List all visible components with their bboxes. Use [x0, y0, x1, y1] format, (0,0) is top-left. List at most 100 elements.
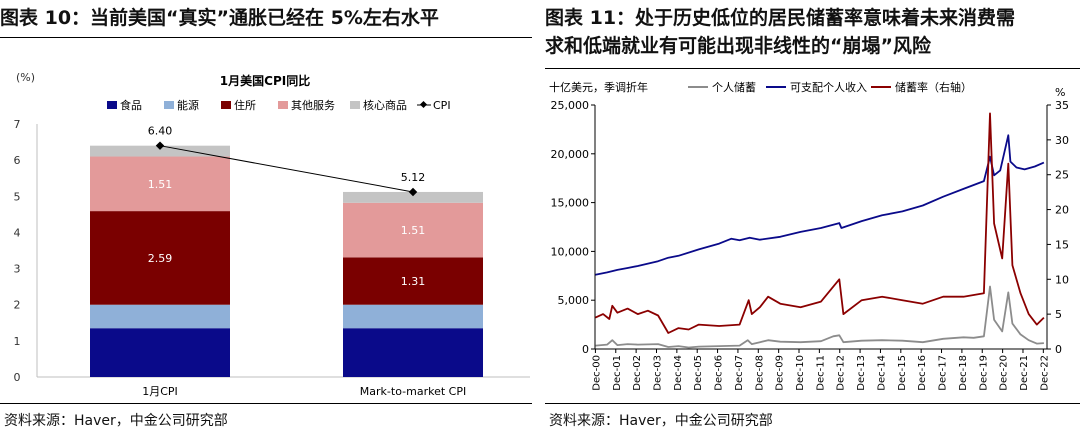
x-tick-label: Dec-08	[754, 355, 765, 391]
x-tick-label: Dec-17	[938, 355, 949, 391]
right-axis-unit: %	[1055, 86, 1065, 99]
bar-housing-1	[343, 257, 483, 305]
x-tick-label: Dec-03	[652, 355, 663, 391]
legend-label-saving_rate: 储蓄率（右轴）	[895, 80, 972, 94]
left-tick-label: 0	[582, 343, 589, 356]
figure-10-source: 资料来源：Haver，中金公司研究部	[4, 413, 228, 429]
legend-label-personal_saving: 个人储蓄	[712, 80, 756, 94]
x-tick-label: Dec-13	[856, 355, 867, 391]
figure-10-title: 图表 10：当前美国“真实”通胀已经在 5%左右水平	[0, 7, 439, 29]
x-tick-label: Dec-00	[591, 355, 602, 391]
legend-swatch-other_services	[278, 101, 288, 109]
x-category-label-0: 1月CPI	[142, 385, 178, 398]
left-tick-label: 15,000	[551, 197, 590, 210]
legend-label-other_services: 其他服务	[291, 99, 335, 112]
right-tick-label: 25	[1055, 169, 1069, 182]
bar-energy-1	[343, 304, 483, 329]
figure-10-top-rule	[0, 37, 532, 38]
left-tick-label: 10,000	[551, 245, 590, 258]
bar-value-label-other_services-1: 1.51	[401, 224, 426, 237]
bar-energy-0	[90, 304, 230, 329]
left-tick-label: 20,000	[551, 148, 590, 161]
x-tick-label: Dec-11	[815, 355, 826, 391]
legend-swatch-food	[107, 101, 117, 109]
y-tick-label: 5	[14, 190, 21, 203]
bar-other_services-1	[343, 202, 483, 258]
left-tick-label: 5,000	[558, 294, 590, 307]
cpi-value-label-0: 6.40	[148, 125, 173, 138]
series-line-saving_rate	[595, 112, 1045, 334]
legend-label-energy: 能源	[177, 98, 199, 112]
figure-11-bottom-rule	[545, 403, 1080, 404]
left-tick-label: 25,000	[551, 99, 590, 112]
x-tick-label: Dec-02	[632, 355, 643, 391]
figure-11-top-rule	[545, 68, 1080, 69]
series-line-personal_saving	[595, 285, 1044, 349]
x-tick-label: Dec-15	[897, 355, 908, 391]
right-tick-label: 5	[1055, 308, 1062, 321]
x-tick-label: Dec-22	[1039, 355, 1050, 391]
bar-food-1	[343, 328, 483, 377]
bar-core_goods-0	[90, 145, 230, 157]
legend-swatch-energy	[164, 101, 174, 109]
legend-swatch-housing	[221, 101, 231, 109]
y-tick-label: 7	[14, 118, 21, 131]
x-tick-label: Dec-07	[734, 355, 745, 391]
saving-rate-line-chart: 十亿美元，季调折年 % 个人储蓄 可支配个人收入 储蓄率（右轴） 0 5,000 10,000…	[549, 80, 1069, 391]
y-tick-label: 0	[14, 371, 21, 384]
right-tick-label: 15	[1055, 238, 1069, 251]
right-tick-label: 0	[1055, 343, 1062, 356]
bar-other_services-0	[90, 156, 230, 212]
cpi-value-label-1: 5.12	[401, 171, 426, 184]
figure-10-panel: 图表 10：当前美国“真实”通胀已经在 5%左右水平 (%) 1月美国CPI同比食…	[0, 0, 532, 434]
right-tick-label: 10	[1055, 273, 1069, 286]
x-tick-label: Dec-01	[612, 355, 623, 391]
legend-marker-cpi	[419, 100, 428, 109]
x-tick-label: Dec-09	[775, 355, 786, 391]
y-tick-label: 3	[14, 263, 21, 276]
legend-label-food: 食品	[120, 98, 142, 112]
legend-swatch-core_goods	[350, 101, 360, 109]
y-tick-label: 2	[14, 299, 21, 312]
x-tick-label: Dec-14	[876, 355, 887, 391]
y-tick-label: 4	[14, 226, 21, 239]
x-tick-label: Dec-10	[795, 355, 806, 391]
chart-title: 1月美国CPI同比	[220, 73, 310, 88]
x-tick-label: Dec-06	[714, 355, 725, 391]
series-line-disposable_income	[595, 134, 1045, 276]
x-tick-label: Dec-19	[978, 355, 989, 391]
legend-label-cpi: CPI	[433, 99, 451, 112]
y-tick-label: 1	[14, 335, 21, 348]
bar-value-label-other_services-0: 1.51	[148, 178, 173, 191]
right-tick-label: 30	[1055, 134, 1069, 147]
legend-label-housing: 住所	[234, 98, 256, 112]
y-tick-label: 6	[14, 154, 21, 167]
figure-11-title-line1: 图表 11：处于历史低位的居民储蓄率意味着未来消费需	[545, 7, 1016, 29]
y-axis-unit: (%)	[16, 71, 35, 84]
x-tick-label: Dec-05	[693, 355, 704, 391]
right-tick-label: 20	[1055, 204, 1069, 217]
legend-label-core_goods: 核心商品	[363, 98, 407, 112]
x-tick-label: Dec-04	[673, 355, 684, 391]
bar-core_goods-1	[343, 191, 483, 203]
x-tick-label: Dec-21	[1019, 355, 1030, 391]
cpi-line	[159, 145, 414, 193]
x-tick-label: Dec-16	[917, 355, 928, 391]
x-tick-label: Dec-18	[958, 355, 969, 391]
legend-label-disposable_income: 可支配个人收入	[790, 80, 867, 94]
x-tick-label: Dec-12	[836, 355, 847, 391]
figure-10-bottom-rule	[0, 403, 532, 404]
bar-housing-0	[90, 211, 230, 305]
bar-food-0	[90, 328, 230, 377]
cpi-point-1	[408, 187, 418, 197]
figure-11-source: 资料来源：Haver，中金公司研究部	[549, 413, 773, 429]
right-tick-label: 35	[1055, 99, 1069, 112]
x-category-label-1: Mark-to-market CPI	[360, 385, 466, 398]
x-tick-label: Dec-20	[999, 355, 1010, 391]
figure-11-panel: 图表 11：处于历史低位的居民储蓄率意味着未来消费需 求和低端就业有可能出现非线…	[545, 0, 1080, 434]
figure-11-title-line2: 求和低端就业有可能出现非线性的“崩塌”风险	[545, 35, 931, 57]
bar-value-label-housing-1: 1.31	[401, 275, 426, 288]
bar-value-label-housing-0: 2.59	[148, 252, 173, 265]
left-axis-unit: 十亿美元，季调折年	[549, 80, 648, 94]
